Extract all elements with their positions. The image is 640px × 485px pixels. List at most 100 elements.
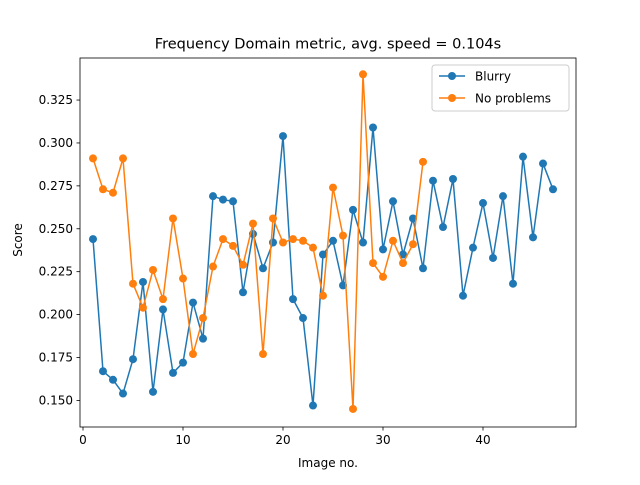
plot-frame bbox=[79, 57, 577, 428]
data-point bbox=[159, 295, 167, 304]
y-tick-label: 0.300 bbox=[39, 136, 73, 150]
x-tick-label: 0 bbox=[79, 433, 87, 447]
data-point bbox=[149, 265, 157, 274]
data-point bbox=[389, 236, 397, 245]
x-tick-label: 20 bbox=[275, 433, 290, 447]
data-point bbox=[189, 350, 197, 359]
data-point bbox=[359, 70, 367, 79]
data-point bbox=[219, 235, 227, 244]
data-point bbox=[449, 174, 457, 183]
data-point bbox=[549, 185, 557, 194]
data-point bbox=[409, 214, 417, 223]
data-point bbox=[89, 235, 97, 244]
data-point bbox=[259, 264, 267, 273]
data-point bbox=[309, 401, 317, 410]
data-point bbox=[299, 236, 307, 245]
data-point bbox=[129, 279, 137, 288]
data-point bbox=[419, 157, 427, 166]
legend-box bbox=[431, 64, 570, 112]
data-point bbox=[129, 355, 137, 364]
data-point bbox=[269, 238, 277, 247]
data-point bbox=[159, 305, 167, 314]
data-point bbox=[109, 188, 117, 197]
data-point bbox=[359, 238, 367, 247]
data-point bbox=[189, 298, 197, 307]
data-point bbox=[409, 240, 417, 249]
data-point bbox=[119, 154, 127, 163]
legend-label: No problems bbox=[475, 92, 551, 106]
y-tick-label: 0.325 bbox=[39, 93, 73, 107]
data-point bbox=[149, 387, 157, 396]
y-tick-label: 0.250 bbox=[39, 222, 73, 236]
data-point bbox=[519, 152, 527, 161]
y-axis-ticks: 0.150 0.175 0.200 0.225 0.250 0.275 0.300 0.325 bbox=[39, 93, 80, 407]
data-point bbox=[309, 243, 317, 252]
data-point bbox=[139, 303, 147, 312]
data-point bbox=[399, 259, 407, 268]
data-point bbox=[219, 195, 227, 204]
data-point bbox=[259, 350, 267, 359]
data-point bbox=[99, 185, 107, 194]
series-no-problems bbox=[89, 70, 427, 413]
plot-area bbox=[79, 57, 577, 428]
x-axis-ticks: 0 10 20 30 40 bbox=[79, 427, 491, 447]
legend-marker bbox=[448, 94, 456, 102]
data-point bbox=[319, 250, 327, 259]
x-tick-label: 40 bbox=[475, 433, 490, 447]
chart-title: Frequency Domain metric, avg. speed = 0.… bbox=[155, 37, 501, 53]
data-point bbox=[209, 262, 217, 271]
y-tick-label: 0.275 bbox=[39, 179, 73, 193]
series-layer bbox=[89, 70, 557, 413]
data-point bbox=[539, 159, 547, 168]
data-point bbox=[379, 272, 387, 281]
data-point bbox=[479, 199, 487, 208]
legend-label: Blurry bbox=[475, 70, 511, 84]
data-point bbox=[499, 192, 507, 201]
data-point bbox=[469, 243, 477, 252]
data-point bbox=[169, 214, 177, 223]
data-point bbox=[269, 214, 277, 223]
x-tick-label: 30 bbox=[375, 433, 390, 447]
data-point bbox=[89, 154, 97, 163]
data-point bbox=[229, 197, 237, 206]
data-point bbox=[289, 295, 297, 304]
data-point bbox=[379, 245, 387, 254]
data-point bbox=[349, 404, 357, 413]
data-point bbox=[339, 281, 347, 290]
data-point bbox=[249, 219, 257, 228]
data-point bbox=[369, 259, 377, 268]
data-point bbox=[199, 334, 207, 343]
y-tick-label: 0.225 bbox=[39, 265, 73, 279]
data-point bbox=[299, 314, 307, 323]
data-point bbox=[329, 236, 337, 245]
data-point bbox=[349, 205, 357, 214]
data-point bbox=[459, 291, 467, 300]
data-point bbox=[429, 176, 437, 185]
data-point bbox=[99, 367, 107, 376]
data-point bbox=[109, 375, 117, 384]
data-point bbox=[319, 291, 327, 300]
data-point bbox=[389, 197, 397, 206]
data-point bbox=[339, 231, 347, 240]
data-point bbox=[279, 132, 287, 141]
data-point bbox=[419, 264, 427, 273]
data-point bbox=[279, 238, 287, 247]
legend: Blurry No problems bbox=[431, 64, 570, 112]
data-point bbox=[179, 274, 187, 283]
data-point bbox=[509, 279, 517, 288]
data-point bbox=[529, 233, 537, 242]
y-tick-label: 0.150 bbox=[39, 393, 73, 407]
y-tick-label: 0.200 bbox=[39, 308, 73, 322]
data-point bbox=[229, 241, 237, 250]
data-point bbox=[239, 260, 247, 269]
x-axis-label: Image no. bbox=[298, 456, 358, 470]
y-axis-label: Score bbox=[11, 223, 25, 257]
data-point bbox=[489, 253, 497, 262]
data-point bbox=[439, 223, 447, 232]
series-line bbox=[92, 73, 424, 410]
data-point bbox=[169, 368, 177, 377]
y-tick-label: 0.175 bbox=[39, 350, 73, 364]
x-tick-label: 10 bbox=[175, 433, 190, 447]
